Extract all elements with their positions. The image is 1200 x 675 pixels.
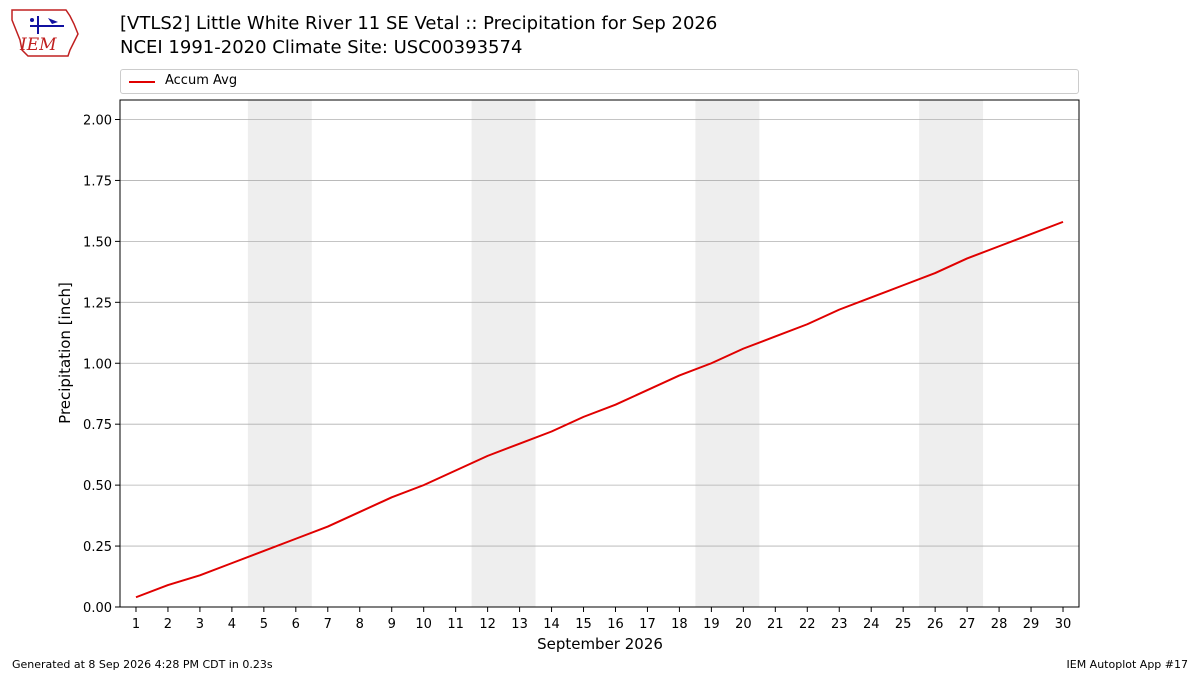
x-tick-label: 1	[132, 617, 140, 632]
y-tick-label: 1.00	[83, 357, 112, 372]
footer-generated-text: Generated at 8 Sep 2026 4:28 PM CDT in 0…	[12, 658, 273, 671]
x-tick-label: 28	[991, 617, 1008, 632]
x-tick-label: 26	[927, 617, 944, 632]
footer-app-text: IEM Autoplot App #17	[1066, 658, 1189, 671]
weekend-band	[247, 100, 312, 607]
x-tick-label: 29	[1023, 617, 1040, 632]
y-tick-label: 2.00	[83, 114, 112, 129]
y-axis-label: Precipitation [inch]	[56, 282, 74, 424]
x-tick-label: 10	[415, 617, 432, 632]
x-tick-label: 18	[671, 617, 688, 632]
y-tick-label: 1.75	[83, 174, 112, 189]
weekend-band	[919, 100, 984, 607]
y-tick-label: 1.25	[83, 296, 112, 311]
x-tick-label: 4	[228, 617, 236, 632]
y-tick-label: 0.25	[83, 540, 112, 555]
x-tick-label: 24	[863, 617, 880, 632]
x-tick-label: 9	[388, 617, 396, 632]
y-tick-label: 1.50	[83, 235, 112, 250]
x-tick-label: 13	[511, 617, 528, 632]
x-tick-label: 22	[799, 617, 816, 632]
x-tick-label: 30	[1055, 617, 1072, 632]
x-tick-label: 2	[164, 617, 172, 632]
series-line-accum-avg	[135, 220, 1064, 599]
x-tick-label: 5	[260, 617, 268, 632]
weekend-band	[695, 100, 760, 607]
x-tick-label: 14	[543, 617, 560, 632]
chart-title: [VTLS2] Little White River 11 SE Vetal :…	[120, 13, 718, 34]
x-tick-label: 15	[575, 617, 592, 632]
iowa-outline-icon	[11, 9, 79, 57]
x-tick-label: 19	[703, 617, 720, 632]
y-tick-label: 0.75	[83, 418, 112, 433]
x-tick-label: 8	[356, 617, 364, 632]
y-tick-label: 0.00	[83, 601, 112, 616]
x-tick-label: 6	[292, 617, 300, 632]
x-axis-label: September 2026	[537, 635, 663, 653]
x-tick-label: 7	[324, 617, 332, 632]
x-tick-label: 12	[479, 617, 496, 632]
weekend-band	[471, 100, 536, 607]
chart-subtitle: NCEI 1991-2020 Climate Site: USC00393574	[120, 37, 523, 58]
plot-frame	[119, 99, 1080, 608]
x-tick-label: 27	[959, 617, 976, 632]
iem-logo: IEM	[11, 9, 79, 57]
legend-swatch-accum-avg	[129, 81, 155, 83]
legend-label-accum-avg: Accum Avg	[165, 73, 238, 88]
x-tick-label: 25	[895, 617, 912, 632]
logo-text: IEM	[19, 35, 57, 55]
x-tick-label: 21	[767, 617, 784, 632]
y-tick-label: 0.50	[83, 479, 112, 494]
x-tick-label: 3	[196, 617, 204, 632]
x-tick-label: 11	[447, 617, 464, 632]
x-tick-label: 17	[639, 617, 656, 632]
x-tick-label: 16	[607, 617, 624, 632]
legend: Accum Avg	[120, 69, 1079, 94]
x-tick-label: 23	[831, 617, 848, 632]
x-tick-label: 20	[735, 617, 752, 632]
